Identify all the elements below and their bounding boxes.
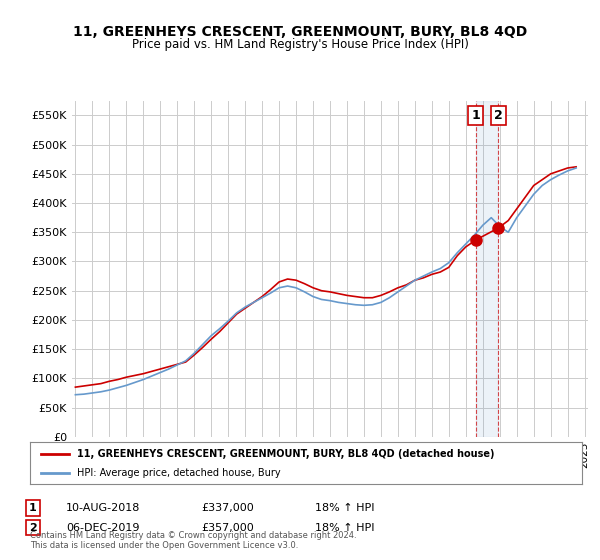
- Text: 18% ↑ HPI: 18% ↑ HPI: [315, 522, 374, 533]
- Text: 10-AUG-2018: 10-AUG-2018: [66, 503, 140, 513]
- Text: 1: 1: [29, 503, 37, 513]
- Text: 2: 2: [29, 522, 37, 533]
- Text: Contains HM Land Registry data © Crown copyright and database right 2024.
This d: Contains HM Land Registry data © Crown c…: [30, 530, 356, 550]
- Text: 11, GREENHEYS CRESCENT, GREENMOUNT, BURY, BL8 4QD: 11, GREENHEYS CRESCENT, GREENMOUNT, BURY…: [73, 25, 527, 39]
- Text: Price paid vs. HM Land Registry's House Price Index (HPI): Price paid vs. HM Land Registry's House …: [131, 38, 469, 51]
- Text: 11, GREENHEYS CRESCENT, GREENMOUNT, BURY, BL8 4QD (detached house): 11, GREENHEYS CRESCENT, GREENMOUNT, BURY…: [77, 449, 494, 459]
- Text: £357,000: £357,000: [201, 522, 254, 533]
- Text: 06-DEC-2019: 06-DEC-2019: [66, 522, 139, 533]
- Bar: [476, 101, 498, 437]
- Text: 2: 2: [494, 109, 502, 122]
- Text: £337,000: £337,000: [201, 503, 254, 513]
- Text: HPI: Average price, detached house, Bury: HPI: Average price, detached house, Bury: [77, 468, 281, 478]
- Text: 1: 1: [472, 109, 481, 122]
- Text: 18% ↑ HPI: 18% ↑ HPI: [315, 503, 374, 513]
